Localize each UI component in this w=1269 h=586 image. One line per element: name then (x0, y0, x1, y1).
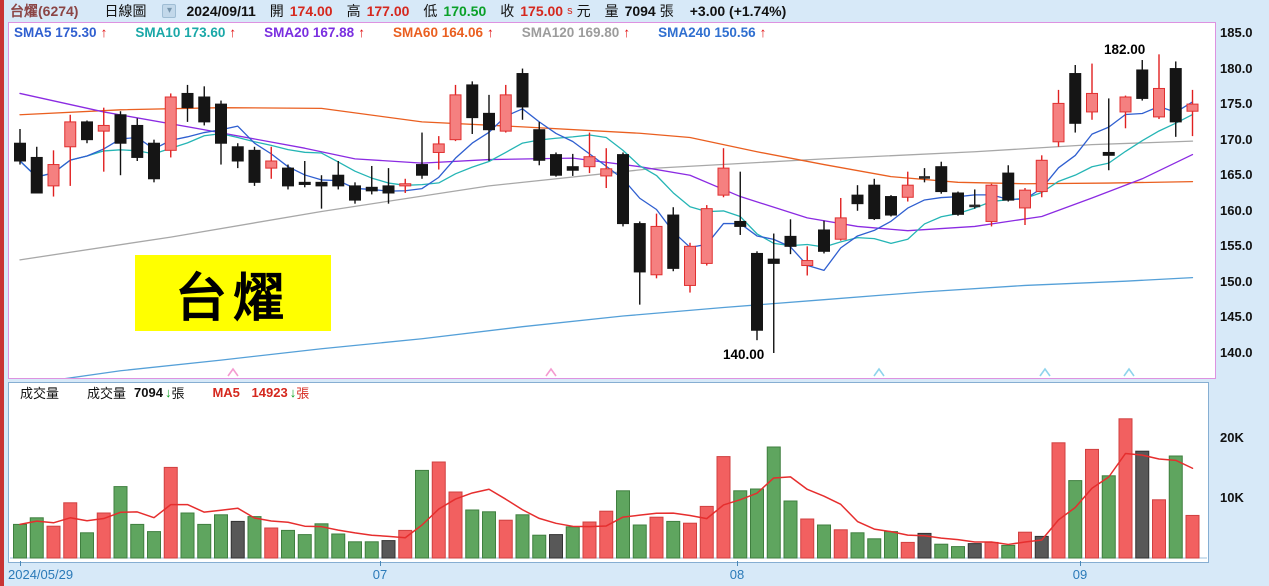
price-axis-tick: 165.0 (1220, 167, 1253, 183)
close-value: 175.00 (520, 3, 564, 19)
up-arrow-icon: ↑ (623, 25, 631, 40)
volume-series-label: 成交量 (87, 386, 127, 401)
open-value: 174.00 (289, 3, 333, 19)
stock-symbol: 台燿(6274) (10, 3, 79, 19)
up-arrow-icon: ↑ (759, 25, 767, 40)
price-axis-tick: 150.0 (1220, 273, 1253, 289)
sma-legend-item: SMA120 169.80 ↑ (521, 25, 631, 40)
price-axis-tick: 180.0 (1220, 60, 1253, 76)
low-value: 170.50 (443, 3, 487, 19)
volume-series-unit: 張 (171, 386, 185, 401)
date-axis-tickmark (380, 561, 381, 566)
date-axis-label: 2024/05/29 (8, 567, 74, 582)
price-axis-tick: 155.0 (1220, 238, 1253, 254)
volume-axis-tick: 20K (1220, 430, 1244, 445)
volume-header: 成交量 成交量 7094 ↓ 張 MA5 14923 ↓ 張 (20, 385, 310, 401)
volume-ma5-unit: 張 (296, 386, 310, 401)
session-flag: s (567, 5, 573, 17)
close-label: 收 (500, 3, 515, 19)
sma-legend-item: SMA20 167.88 ↑ (264, 25, 365, 40)
chevron-down-icon[interactable]: ▾ (162, 4, 177, 18)
sma-legend-item: SMA60 164.06 ↑ (392, 25, 494, 40)
currency-unit: 元 (576, 3, 591, 19)
stock-name-watermark: 台燿 (135, 255, 331, 331)
volume-pane-title: 成交量 (20, 386, 60, 401)
high-price-annotation: 182.00 (1104, 42, 1146, 57)
up-arrow-icon: ↑ (229, 25, 237, 40)
volume-label: 量 (604, 3, 619, 19)
volume-unit: 張 (659, 3, 674, 19)
window-edge-strip (0, 0, 4, 586)
price-axis-tick: 140.0 (1220, 344, 1253, 360)
volume-axis-tick: 10K (1220, 490, 1244, 505)
sma-legend-item: SMA5 175.30 ↑ (14, 25, 108, 40)
trade-date: 2024/09/11 (186, 3, 256, 19)
price-axis-tick: 160.0 (1220, 202, 1253, 218)
volume-down-arrow-icon: ↓ (164, 385, 172, 400)
price-axis-tick: 185.0 (1220, 25, 1253, 40)
price-axis-tick: 175.0 (1220, 96, 1253, 112)
up-arrow-icon: ↑ (358, 25, 365, 40)
low-label: 低 (423, 3, 438, 19)
date-axis-tickmark (1080, 561, 1081, 566)
price-axis-tick: 170.0 (1220, 131, 1253, 147)
up-arrow-icon: ↑ (100, 25, 108, 40)
volume-ma5-down-arrow-icon: ↓ (289, 385, 297, 400)
date-axis-label: 07 (372, 567, 388, 582)
high-label: 高 (346, 3, 361, 19)
date-axis-tickmark (737, 561, 738, 566)
volume-value: 7094 (624, 3, 656, 19)
date-axis-label: 08 (729, 567, 745, 582)
volume-chart-pane[interactable] (8, 382, 1209, 563)
high-value: 177.00 (366, 3, 410, 19)
up-arrow-icon: ↑ (487, 25, 494, 40)
volume-ma5-label: MA5 14923 (212, 385, 288, 400)
low-price-annotation: 140.00 (723, 347, 765, 362)
header-bar: 台燿(6274) 日線圖 ▾ 2024/09/11 開 174.00 高 177… (10, 2, 786, 20)
price-axis-tick: 145.0 (1220, 309, 1253, 325)
sma-legend-item: SMA240 150.56 ↑ (658, 25, 767, 40)
price-change: +3.00 (+1.74%) (689, 3, 787, 19)
date-axis-tickmark (20, 561, 21, 566)
date-axis-label: 09 (1072, 567, 1088, 582)
volume-series-value: 7094 (134, 385, 163, 400)
sma-legend-row: SMA5 175.30 ↑ SMA10 173.60 ↑ SMA20 167.88 ↑ SM… (14, 25, 794, 41)
open-label: 開 (269, 3, 284, 19)
period-selector[interactable]: 日線圖 (104, 3, 147, 19)
sma-legend-item: SMA10 173.60 ↑ (135, 25, 237, 40)
